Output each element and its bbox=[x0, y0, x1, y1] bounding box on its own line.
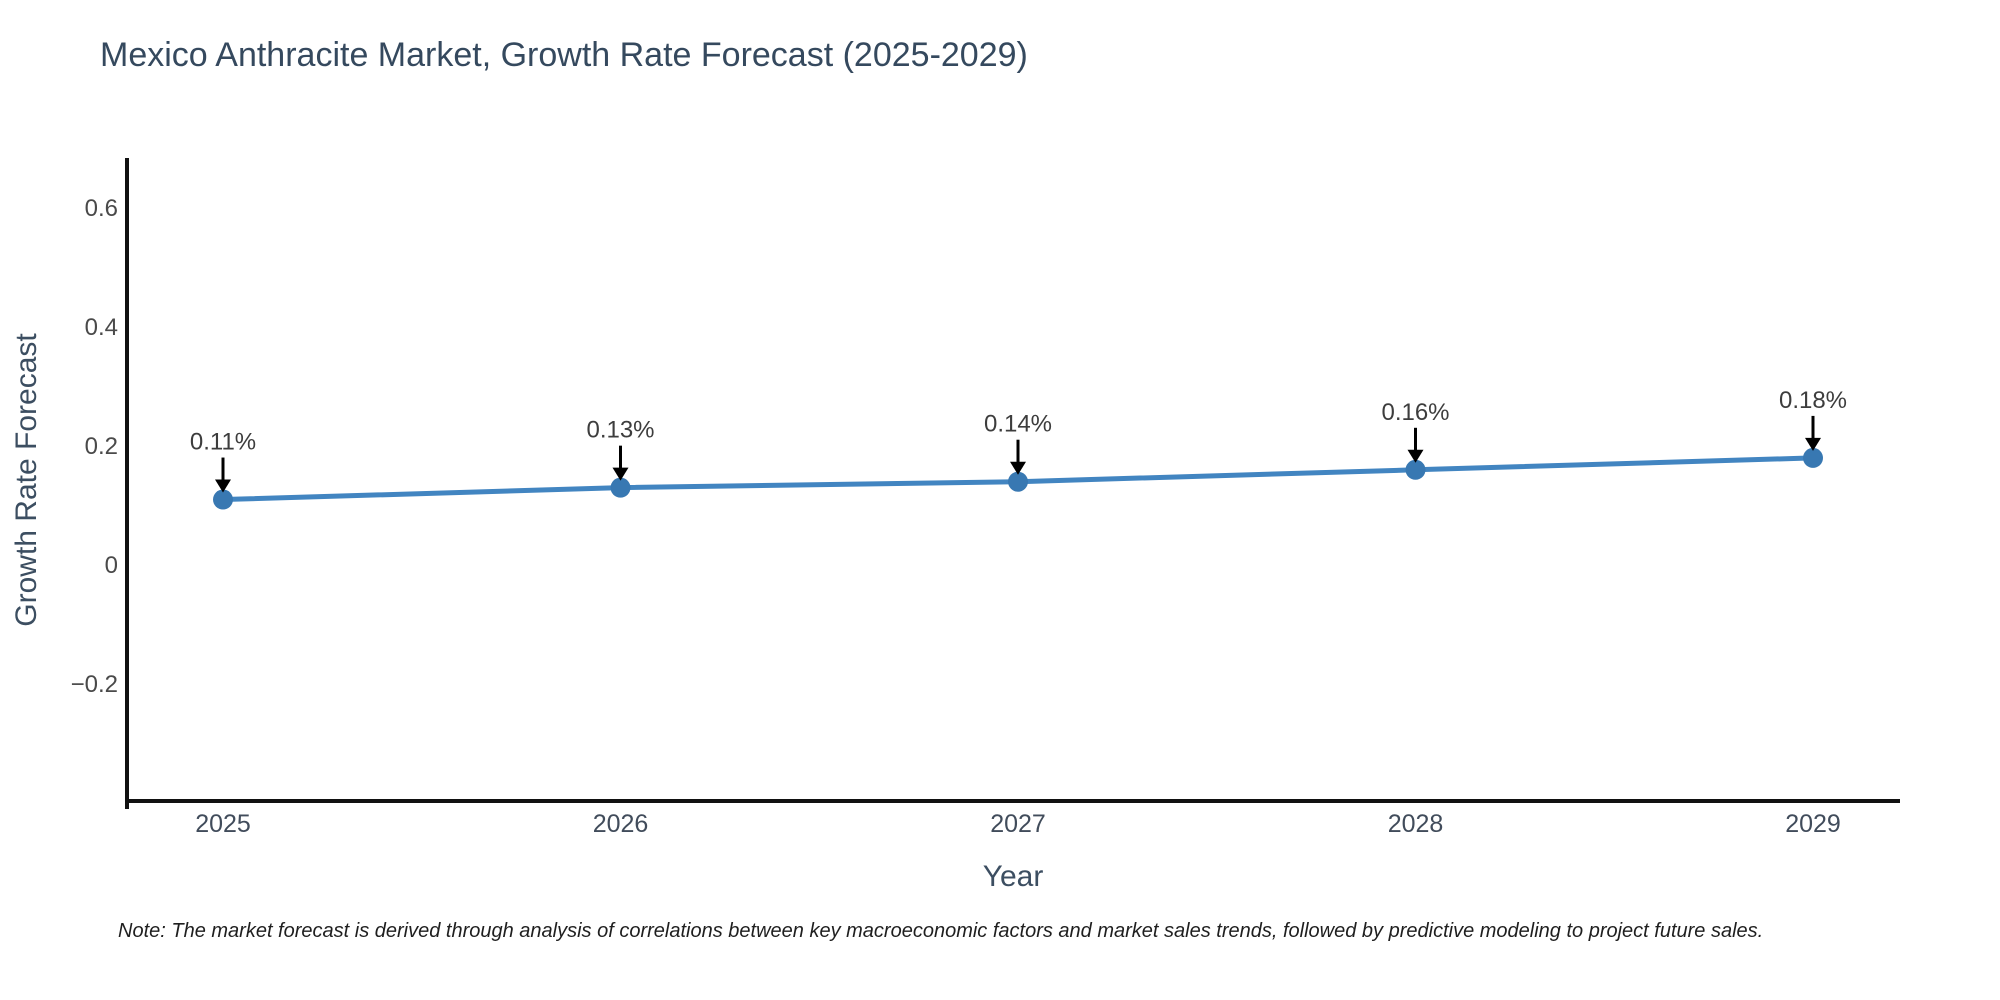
y-axis-title: Growth Rate Forecast bbox=[10, 333, 43, 627]
x-tick-label: 2027 bbox=[990, 810, 1046, 838]
y-tick-label: 0 bbox=[105, 552, 118, 579]
data-point-label: 0.11% bbox=[190, 429, 256, 456]
data-point-2028[interactable] bbox=[1405, 459, 1426, 480]
annotation-arrow-head bbox=[1805, 437, 1821, 451]
annotation-arrow-head bbox=[1010, 461, 1026, 475]
x-axis-title: Year bbox=[982, 860, 1044, 893]
annotation-arrow-head bbox=[215, 479, 231, 493]
chart-title: Mexico Anthracite Market, Growth Rate Fo… bbox=[100, 36, 1028, 74]
data-point-2026[interactable] bbox=[610, 477, 631, 498]
data-point-2027[interactable] bbox=[1008, 471, 1028, 492]
y-tick-label: −0.2 bbox=[71, 671, 118, 698]
y-tick-label: 0.2 bbox=[85, 433, 118, 460]
annotation-arrow-head bbox=[1407, 449, 1424, 463]
y-tick-label: 0.4 bbox=[85, 314, 118, 341]
data-point-label: 0.14% bbox=[984, 411, 1052, 438]
data-point-label: 0.18% bbox=[1779, 387, 1847, 414]
data-point-2029[interactable] bbox=[1803, 447, 1823, 468]
annotation-arrow-head bbox=[612, 467, 629, 481]
x-tick-label: 2029 bbox=[1785, 810, 1841, 838]
y-tick-label: 0.6 bbox=[85, 195, 118, 222]
data-point-label: 0.16% bbox=[1381, 399, 1449, 426]
footnote: Note: The market forecast is derived thr… bbox=[118, 920, 1764, 942]
x-tick-label: 2028 bbox=[1388, 810, 1444, 838]
data-point-label: 0.13% bbox=[586, 417, 654, 444]
x-tick-label: 2026 bbox=[593, 810, 649, 838]
x-tick-label: 2025 bbox=[195, 810, 251, 838]
data-point-2025[interactable] bbox=[213, 489, 233, 510]
